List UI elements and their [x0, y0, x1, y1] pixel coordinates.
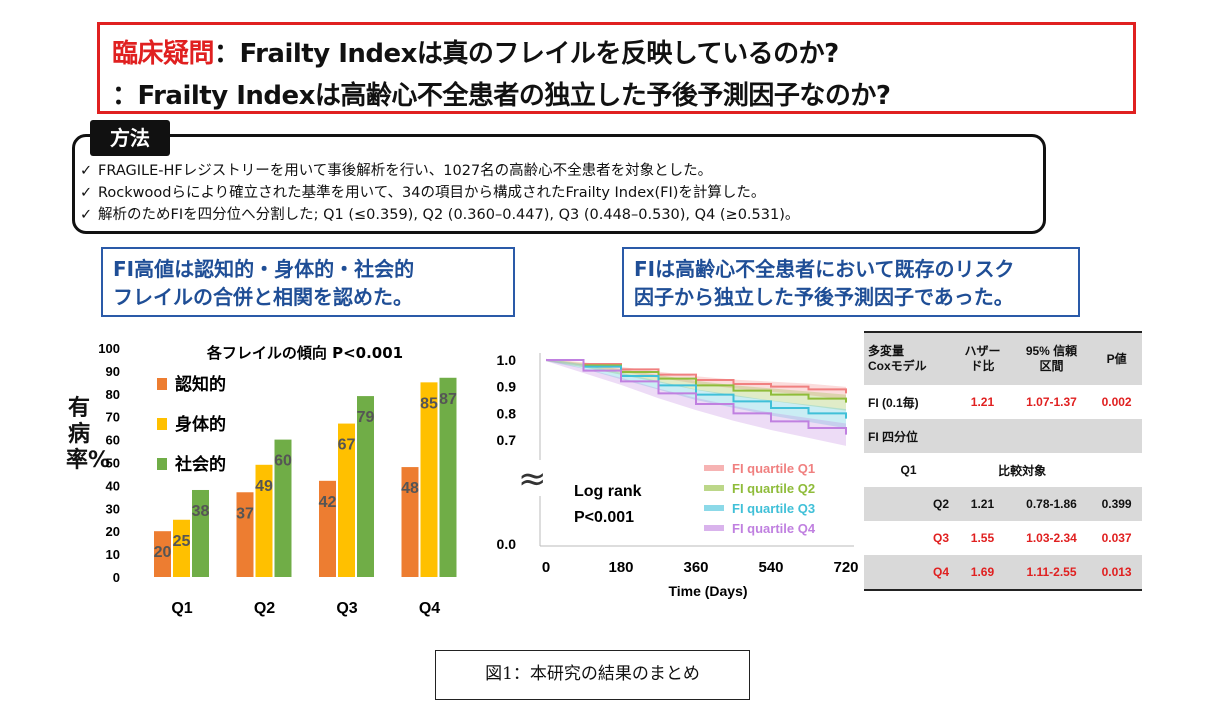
km-ytick-label: 0.0 — [497, 536, 517, 552]
bar-value-label: 49 — [255, 478, 273, 495]
figure-caption: 図1：本研究の結果のまとめ — [435, 650, 750, 700]
bar — [319, 480, 336, 577]
km-legend-label: FI quartile Q1 — [732, 461, 815, 476]
bar — [154, 531, 171, 577]
bar — [338, 423, 355, 577]
bar — [357, 396, 374, 577]
cox-table: 多変量 Coxモデル ハザー ド比 95% 信頼 区間 P値 FI (0.1毎)… — [864, 331, 1142, 591]
km-xtick-label: 180 — [608, 559, 633, 576]
legend-swatch — [157, 378, 167, 390]
methods-list: ✓ FRAGILE-HFレジストリーを用いて事後解析を行い、1027名の高齢心不全… — [80, 160, 799, 226]
methods-box — [72, 134, 1046, 234]
bar-value-label: 48 — [401, 480, 419, 497]
km-xlabel: Time (Days) — [668, 583, 747, 599]
table-row: Q2 1.21 0.78-1.86 0.399 — [864, 487, 1142, 521]
bar-ytick-label: 10 — [106, 547, 120, 562]
bar-chart: 各フレイルの傾向 P<0.001 0 10 20 30 40 50 60 70 80 90 100 20… — [98, 341, 457, 617]
bar-value-label: 42 — [319, 494, 337, 511]
clinical-question-box: 臨床疑問：Frailty Indexは真のフレイルを反映しているのか? ：Fra… — [97, 22, 1136, 114]
bar — [236, 492, 254, 577]
km-chart: 0.0 0.7 0.8 0.9 1.0 ≈0 180 360 540 720 Time (Days)… — [497, 352, 858, 599]
bar-value-label: 38 — [192, 503, 210, 520]
km-xtick-label: 0 — [542, 559, 550, 576]
bar-value-label: 85 — [420, 395, 438, 412]
clinical-question-line1: 臨床疑問：Frailty Indexは真のフレイルを反映しているのか? — [112, 39, 839, 69]
km-ytick-label: 1.0 — [497, 352, 517, 368]
methods-item: ✓ Rockwoodらにより確立された基準を用いて、34の項目から構成されたFra… — [80, 182, 799, 204]
bar-ytick-label: 60 — [106, 433, 120, 448]
bar-ytick-label: 70 — [106, 410, 120, 425]
bar-ytick-label: 100 — [98, 341, 120, 356]
table-row: Q4 1.69 1.11-2.55 0.013 — [864, 555, 1142, 591]
clinical-question-line2: ：Frailty Indexは高齢心不全患者の独立した予後予測因子なのか? — [112, 81, 891, 111]
methods-item: ✓ FRAGILE-HFレジストリーを用いて事後解析を行い、1027名の高齢心不全… — [80, 160, 799, 182]
bar-ytick-label: 30 — [106, 501, 120, 516]
check-icon: ✓ — [80, 207, 93, 223]
bar-category-label: Q3 — [336, 600, 357, 617]
km-annotation-line2: P<0.001 — [574, 509, 634, 526]
bar — [420, 382, 438, 577]
legend-label: 身体的 — [175, 414, 226, 435]
bar-value-label: 60 — [274, 453, 292, 470]
bar — [439, 377, 457, 577]
bar-value-label: 87 — [439, 391, 457, 408]
bar-ytick-label: 0 — [113, 570, 120, 585]
bar — [255, 464, 273, 577]
km-ytick-label: 0.8 — [497, 405, 517, 421]
bar — [274, 439, 292, 577]
bar-value-label: 67 — [338, 437, 356, 454]
cox-header-model: 多変量 Coxモデル — [864, 331, 954, 385]
km-legend-label: FI quartile Q2 — [732, 481, 815, 496]
finding-frailty-correlation: FI高値は認知的・身体的・社会的 フレイルの合併と相関を認めた。 — [101, 247, 515, 317]
table-row: FI 四分位 — [864, 419, 1142, 453]
km-xtick-label: 540 — [758, 559, 783, 576]
bar-category-label: Q2 — [254, 600, 275, 617]
bar-ytick-label: 50 — [106, 456, 120, 471]
legend-swatch — [157, 458, 167, 470]
cox-header-hr: ハザー ド比 — [953, 331, 1012, 385]
bar-category-label: Q1 — [171, 600, 192, 617]
bar — [401, 467, 419, 577]
check-icon: ✓ — [80, 185, 93, 201]
km-ytick-label: 0.9 — [497, 379, 517, 395]
km-legend-label: FI quartile Q4 — [732, 521, 816, 536]
cox-header-ci: 95% 信頼 区間 — [1011, 331, 1092, 385]
km-series-line — [546, 359, 847, 435]
bar-value-label: 20 — [154, 544, 172, 561]
bar-ytick-label: 20 — [106, 524, 120, 539]
bar-value-label: 37 — [236, 505, 254, 522]
check-icon: ✓ — [80, 163, 93, 179]
legend-label: 認知的 — [175, 374, 226, 395]
km-xtick-label: 720 — [833, 559, 858, 576]
cox-header-p: P値 — [1091, 331, 1142, 385]
methods-title: 方法 — [90, 120, 170, 156]
bar — [192, 489, 209, 577]
bar-category-label: Q4 — [419, 600, 440, 617]
table-row: Q3 1.55 1.03-2.34 0.037 — [864, 521, 1142, 555]
table-row: FI (0.1毎) 1.21 1.07-1.37 0.002 — [864, 385, 1142, 419]
km-ytick-label: 0.7 — [497, 432, 517, 448]
table-row: Q1 比較対象 — [864, 453, 1142, 487]
clinical-question-label: 臨床疑問 — [112, 39, 215, 69]
bar-ytick-label: 40 — [106, 478, 120, 493]
bar-value-label: 25 — [173, 533, 191, 550]
km-annotation-line1: Log rank — [574, 483, 642, 500]
bar-ytick-label: 90 — [106, 364, 120, 379]
legend-label: 社会的 — [174, 454, 226, 475]
bar-chart-title: 各フレイルの傾向 P<0.001 — [206, 344, 403, 362]
finding-prognostic-factor: FIは高齢心不全患者において既存のリスク 因子から独立した予後予測因子であった。 — [622, 247, 1080, 317]
km-legend-label: FI quartile Q3 — [732, 501, 815, 516]
km-xtick-label: 360 — [683, 559, 708, 576]
legend-swatch — [157, 418, 167, 430]
bar — [173, 519, 190, 577]
axis-break-icon: ≈ — [518, 459, 547, 499]
methods-item: ✓ 解析のためFIを四分位へ分割した; Q1 (≤0.359), Q2 (0.36… — [80, 204, 799, 226]
bar-value-label: 79 — [357, 409, 375, 426]
bar-ytick-label: 80 — [106, 387, 120, 402]
